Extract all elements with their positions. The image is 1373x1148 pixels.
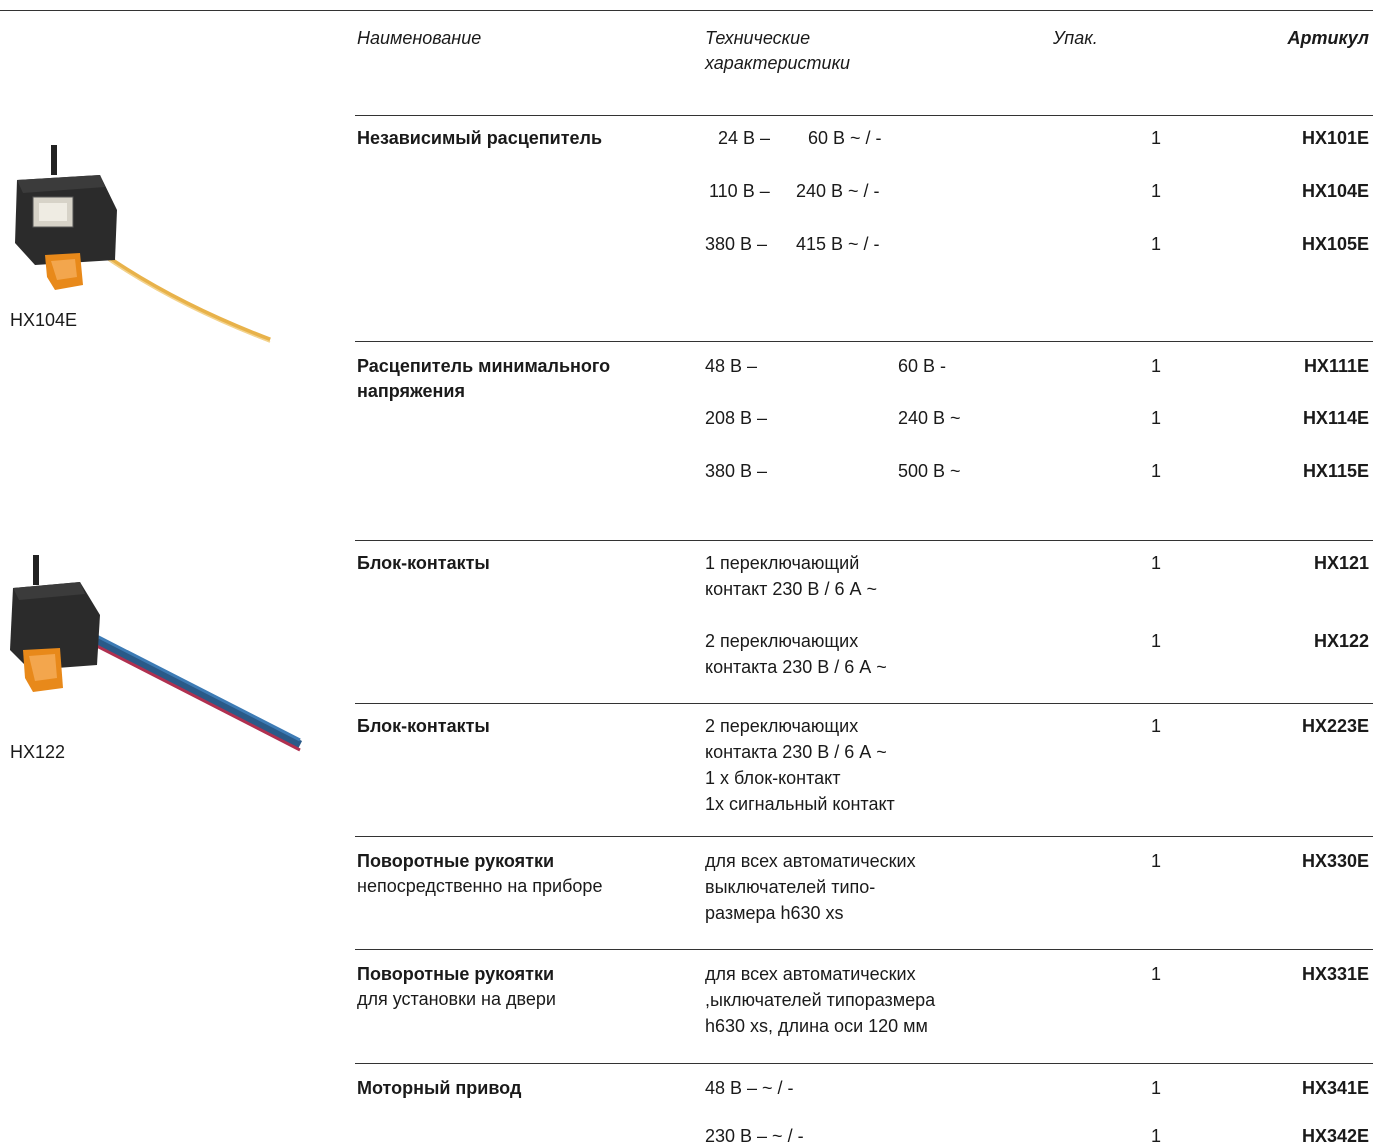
group-name: Блок-контакты bbox=[357, 716, 490, 736]
spec-to: 60 В - bbox=[898, 356, 947, 376]
group-rule bbox=[355, 115, 1373, 116]
pack-value: 1 bbox=[1151, 356, 1162, 376]
image-caption-hx122: HX122 bbox=[10, 742, 66, 762]
pack-value: 1 bbox=[1151, 461, 1162, 481]
header-article: Артикул bbox=[1287, 28, 1369, 48]
spec-line: размера h630 xs bbox=[705, 903, 844, 923]
pack-value: 1 bbox=[1151, 964, 1162, 984]
pack-value: 1 bbox=[1151, 181, 1162, 201]
spec-to: 240 В ~ / - bbox=[796, 181, 880, 201]
article-number: HX342E bbox=[1301, 1126, 1369, 1146]
spec-from: 110 В – bbox=[709, 181, 770, 201]
spec-line: 1 x блок-контакт bbox=[705, 768, 841, 788]
spec-line: для всех автоматических bbox=[705, 964, 916, 984]
article-number: HX104E bbox=[1301, 181, 1369, 201]
pack-value: 1 bbox=[1151, 408, 1162, 428]
spec-from: 48 В – ~ / - bbox=[705, 1078, 794, 1098]
spec-line: h630 xs, длина оси 120 мм bbox=[705, 1016, 928, 1036]
spec-line: 2 переключающих bbox=[705, 631, 859, 651]
spec-line: 1 переключающий bbox=[705, 553, 860, 573]
pack-value: 1 bbox=[1151, 128, 1162, 148]
group-subtitle: для установки на двери bbox=[357, 989, 556, 1009]
spec-line: 1x сигнальный контакт bbox=[705, 794, 895, 814]
spec-to: 415 В ~ / - bbox=[796, 234, 880, 254]
article-number: HX341E bbox=[1301, 1078, 1369, 1098]
article-number: HX122 bbox=[1313, 631, 1369, 651]
group-name: Блок-контакты bbox=[357, 553, 490, 573]
pack-value: 1 bbox=[1151, 553, 1162, 573]
spec-to: 500 В ~ bbox=[898, 461, 961, 481]
spec-from: 48 В – bbox=[705, 356, 758, 376]
article-number: HX105E bbox=[1301, 234, 1369, 254]
spec-line: 2 переключающих bbox=[705, 716, 859, 736]
group-name: Поворотные рукоятки bbox=[357, 964, 555, 984]
article-number: HX114E bbox=[1302, 408, 1369, 428]
group-rule bbox=[355, 341, 1373, 342]
pack-value: 1 bbox=[1151, 1126, 1162, 1146]
header-pack: Упак. bbox=[1053, 28, 1098, 48]
spec-from: 380 В – bbox=[705, 234, 768, 254]
spec-line: для всех автоматических bbox=[705, 851, 916, 871]
group-name: Моторный привод bbox=[357, 1078, 522, 1098]
article-number: HX115E bbox=[1302, 461, 1369, 481]
group-rule bbox=[355, 1063, 1373, 1064]
product-image-hx104e bbox=[15, 145, 271, 343]
header-tech-line1: Технические bbox=[705, 28, 811, 48]
spec-to: 240 В ~ bbox=[898, 408, 961, 428]
article-number: HX121 bbox=[1313, 553, 1369, 573]
group-name-line2: напряжения bbox=[357, 381, 465, 401]
group-rule bbox=[355, 540, 1373, 541]
group-name: Независимый расцепитель bbox=[357, 128, 603, 148]
pack-value: 1 bbox=[1151, 716, 1162, 736]
spec-from: 380 В – bbox=[705, 461, 768, 481]
group-name-line1: Расцепитель минимального bbox=[357, 356, 611, 376]
article-number: HX330E bbox=[1301, 851, 1369, 871]
pack-value: 1 bbox=[1151, 1078, 1162, 1098]
header-name: Наименование bbox=[357, 28, 482, 48]
spec-line: контакт 230 В / 6 А ~ bbox=[705, 579, 877, 599]
spec-to: 60 В ~ / - bbox=[808, 128, 882, 148]
article-number: HX223E bbox=[1301, 716, 1369, 736]
product-image-hx122 bbox=[10, 555, 303, 752]
article-number: HX111E bbox=[1303, 356, 1369, 376]
spec-from: 24 В – bbox=[718, 128, 771, 148]
image-caption-hx104e: HX104E bbox=[10, 310, 78, 330]
pack-value: 1 bbox=[1151, 234, 1162, 254]
spec-line: контакта 230 В / 6 А ~ bbox=[705, 742, 887, 762]
spec-line: контакта 230 В / 6 А ~ bbox=[705, 657, 887, 677]
group-rule bbox=[355, 836, 1373, 837]
pack-value: 1 bbox=[1151, 631, 1162, 651]
pack-value: 1 bbox=[1151, 851, 1162, 871]
article-number: HX101E bbox=[1301, 128, 1369, 148]
group-name: Поворотные рукоятки bbox=[357, 851, 555, 871]
group-rule bbox=[355, 949, 1373, 950]
spec-line: выключателей типо- bbox=[705, 877, 876, 897]
spec-from: 208 В – bbox=[705, 408, 768, 428]
spec-line: ,ыключателей типоразмера bbox=[705, 990, 936, 1010]
header-tech-line2: характеристики bbox=[705, 53, 851, 73]
spec-from: 230 В – ~ / - bbox=[705, 1126, 804, 1146]
top-rule bbox=[0, 10, 1373, 11]
group-rule bbox=[355, 703, 1373, 704]
article-number: HX331E bbox=[1301, 964, 1369, 984]
group-subtitle: непосредственно на приборе bbox=[357, 876, 603, 896]
